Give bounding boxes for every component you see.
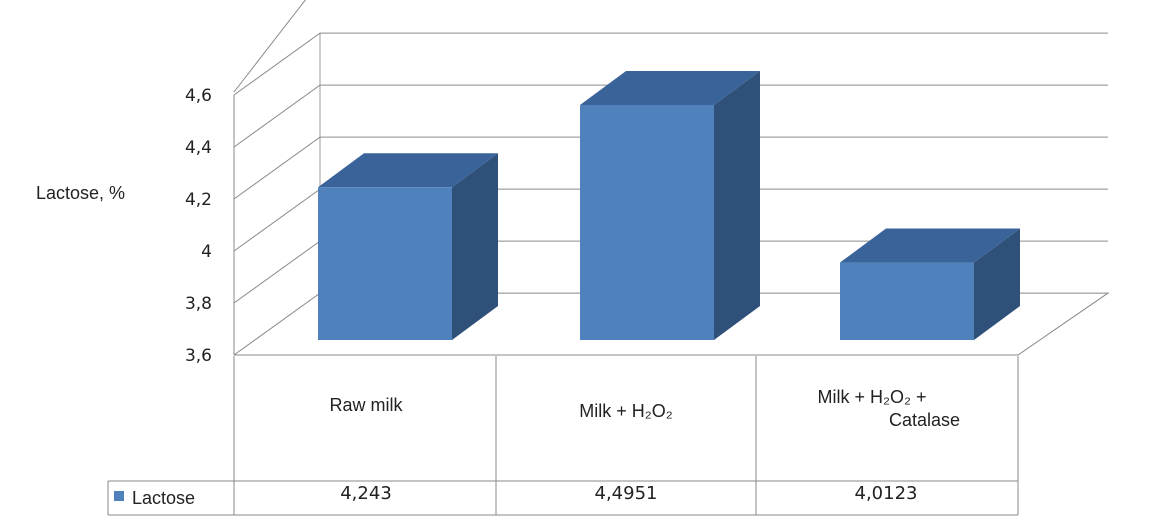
value-raw-milk: 4,243 (340, 483, 392, 504)
y-tick-label: 3,6 (185, 346, 212, 366)
bar-top (840, 228, 1020, 263)
gridline (233, 136, 1108, 200)
category-label-milk-h2o2-catalase: Milk + H₂O₂ + Catalase (817, 387, 961, 430)
y-axis-label: Lactose, % (36, 183, 126, 203)
bar-front (318, 187, 452, 340)
y-tick-label: 4,6 (185, 86, 212, 106)
bar-side (452, 153, 498, 340)
gridline (233, 84, 1108, 148)
y-tick-label: 4,4 (185, 138, 212, 158)
bar-front (840, 262, 974, 340)
category-label-raw-milk: Raw milk (329, 395, 403, 415)
gridline (233, 32, 1108, 96)
y-tick-label: 4,2 (185, 190, 212, 210)
gridline-top (233, 0, 306, 93)
legend-entry: Lactose (114, 488, 195, 509)
y-tick-labels: 3,6 3,8 4 4,2 4,4 4,6 (185, 86, 212, 366)
bar-side (974, 228, 1020, 340)
floor-outline (233, 292, 1110, 356)
y-tick-label: 3,8 (185, 294, 212, 314)
value-milk-h2o2: 4,4951 (594, 483, 658, 504)
data-table-lines (107, 356, 1019, 516)
bar-top (580, 71, 760, 105)
legend-label: Lactose (132, 488, 196, 508)
bar-front (580, 105, 714, 340)
legend-swatch (114, 491, 124, 501)
y-tick-label: 4 (201, 242, 212, 262)
bar-side (714, 71, 760, 340)
category-label-milk-h2o2: Milk + H₂O₂ (579, 401, 673, 421)
bar-top (318, 153, 498, 188)
bars (318, 71, 1020, 340)
value-milk-h2o2-catalase: 4,0123 (854, 483, 918, 504)
